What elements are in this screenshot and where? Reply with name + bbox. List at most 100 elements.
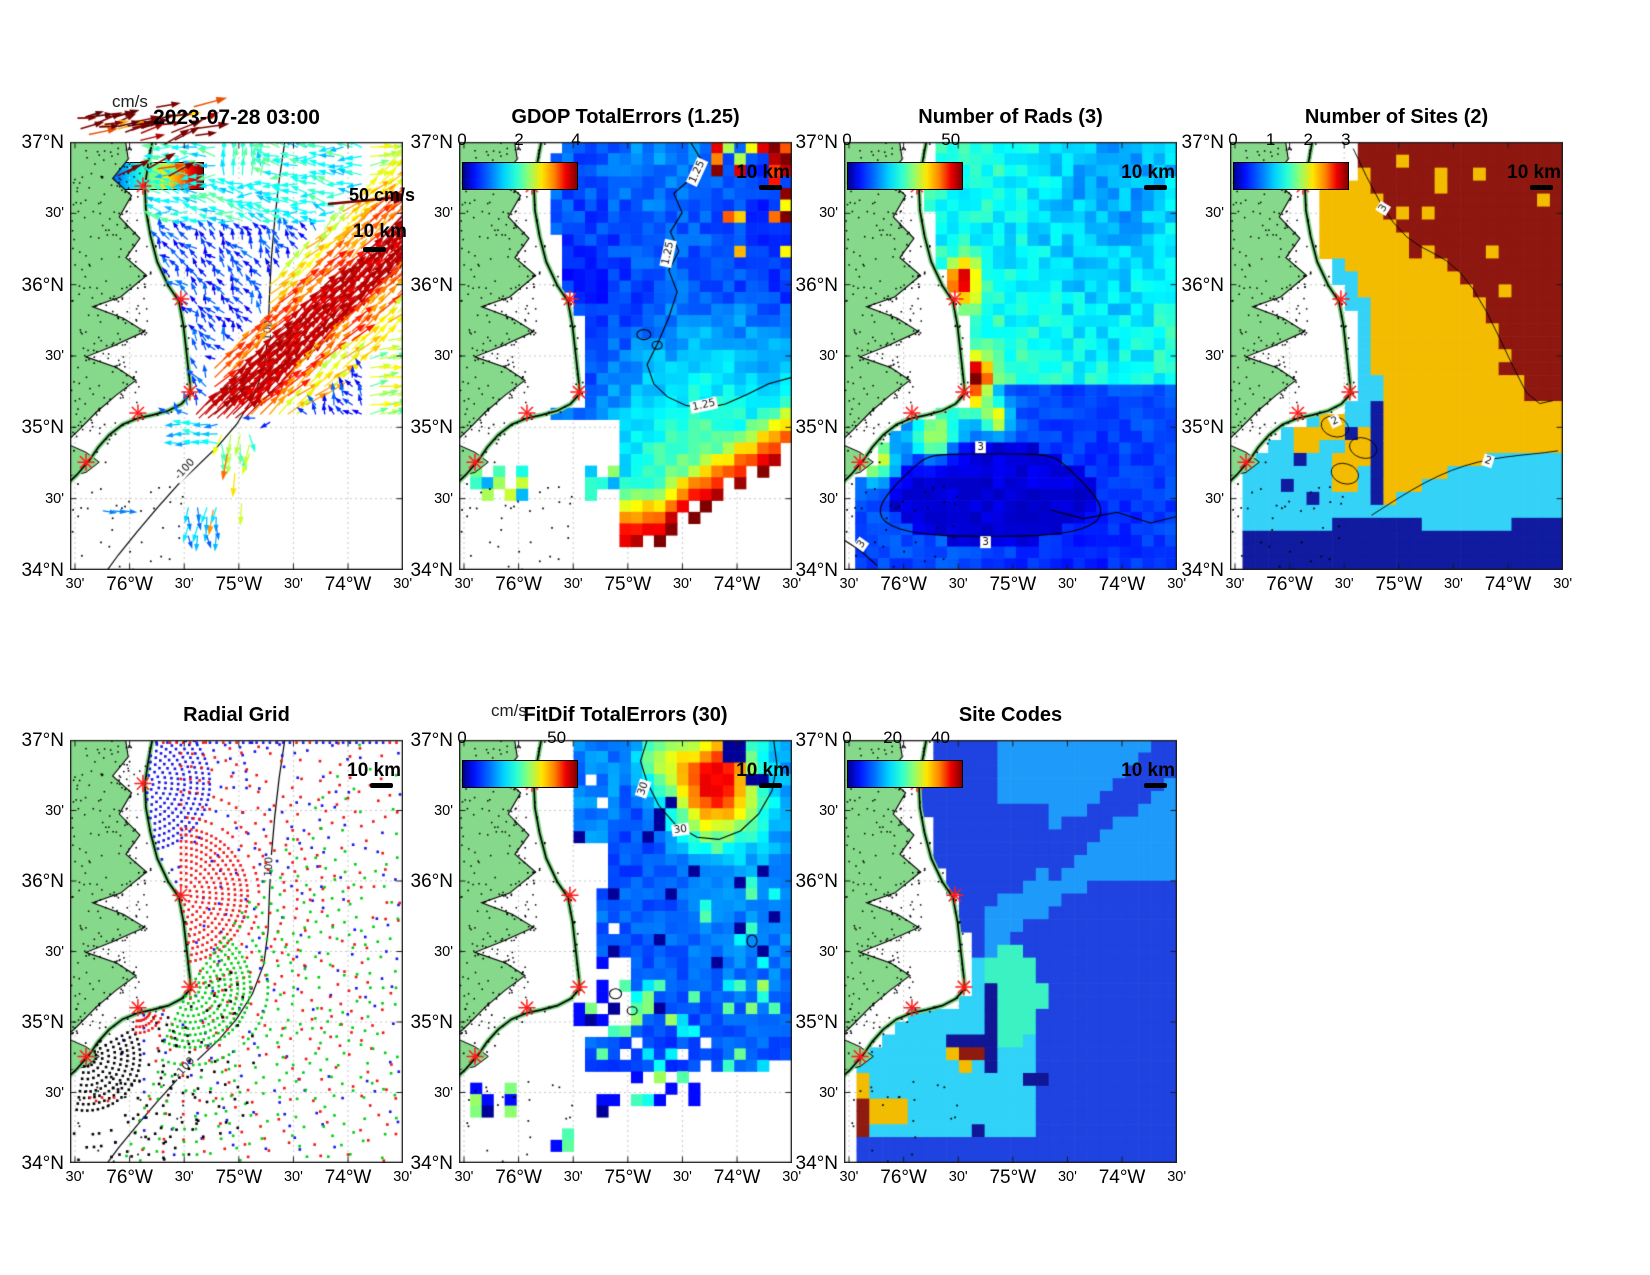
y-axis-label: 30' <box>434 1084 453 1101</box>
y-axis-label: 36°N <box>21 871 64 892</box>
colorbar-tick-num-sites-3: 3 <box>1341 130 1351 149</box>
y-axis-label: 35°N <box>410 417 453 439</box>
colorbar-tick-num-sites-1: 1 <box>1265 130 1276 149</box>
y-axis-label: 30' <box>45 205 64 222</box>
x-axis-label: 76°W <box>880 1167 927 1188</box>
scale-bar-num-rads <box>1144 185 1167 190</box>
y-axis-label: 37°N <box>21 730 64 751</box>
y-axis-label: 30' <box>1205 490 1224 507</box>
panel-title-num-sites: Number of Sites (2) <box>1304 106 1489 128</box>
y-axis-label: 37°N <box>410 730 453 751</box>
y-axis-label: 30' <box>45 943 64 960</box>
y-axis-label: 34°N <box>795 560 838 581</box>
x-axis-label: 75°W <box>604 1167 652 1188</box>
y-axis-label: 36°N <box>1181 274 1224 296</box>
y-axis-label: 37°N <box>410 132 453 153</box>
y-axis-label: 30' <box>45 490 64 507</box>
panel-title-num-rads: Number of Rads (3) <box>918 106 1103 128</box>
y-axis-label: 36°N <box>410 274 453 296</box>
x-axis-label: 30' <box>1167 576 1187 592</box>
x-axis-label: 30' <box>174 1169 194 1185</box>
y-axis-label: 30' <box>434 802 453 819</box>
y-axis-label: 30' <box>819 348 838 364</box>
scale-label-num-sites: 10 km <box>1507 162 1561 183</box>
y-axis-label: 37°N <box>1181 132 1224 153</box>
x-axis-label: 74°W <box>713 574 761 595</box>
map-canvas-surface-currents <box>70 87 403 570</box>
colorbar-fitdif <box>462 760 578 788</box>
x-axis-label: 30' <box>948 576 968 592</box>
map-canvas-site-codes <box>844 685 1177 1163</box>
x-axis-label: 30' <box>393 576 413 592</box>
x-axis-label: 74°W <box>713 1167 761 1188</box>
x-axis-label: 74°W <box>1098 1167 1146 1188</box>
scale-label-site-codes: 10 km <box>1121 760 1175 781</box>
panel-title-site-codes: Site Codes <box>958 704 1063 726</box>
colorbar-num-rads <box>847 162 963 190</box>
x-axis-label: 76°W <box>495 574 542 595</box>
colorbar-tick-num-sites-0: 0 <box>1228 130 1238 149</box>
x-axis-label: 76°W <box>106 574 153 595</box>
scale-label-fitdif: 10 km <box>736 760 790 781</box>
x-axis-label: 74°W <box>324 574 372 595</box>
y-axis-label: 37°N <box>795 730 838 751</box>
x-axis-label: 74°W <box>1484 574 1532 595</box>
y-axis-label: 30' <box>434 205 453 222</box>
x-axis-label: 30' <box>174 576 194 592</box>
y-axis-label: 30' <box>434 943 453 960</box>
colorbar-tick-num-sites-2: 2 <box>1303 130 1313 149</box>
y-axis-label: 30' <box>1205 348 1224 364</box>
colorbar-tick-site-codes-0: 0 <box>842 728 852 747</box>
y-axis-label: 34°N <box>21 1153 64 1174</box>
y-axis-label: 34°N <box>21 560 64 581</box>
panel-title-radial-grid: Radial Grid <box>183 704 290 726</box>
x-axis-label: 75°W <box>215 574 263 595</box>
scale-bar-surface-currents <box>363 247 386 252</box>
scale-label-gdop: 10 km <box>736 162 790 183</box>
x-axis-label: 76°W <box>880 574 927 595</box>
y-axis-label: 36°N <box>795 871 838 892</box>
y-axis-label: 35°N <box>1181 417 1224 439</box>
scale-label-num-rads: 10 km <box>1121 162 1175 183</box>
x-axis-label: 75°W <box>215 1167 263 1188</box>
scale-label-radial-grid: 10 km <box>347 760 401 781</box>
x-axis-label: 30' <box>563 1169 583 1185</box>
x-axis-label: 75°W <box>989 1167 1037 1188</box>
y-axis-label: 35°N <box>410 1012 453 1033</box>
x-axis-label: 30' <box>782 576 802 592</box>
colorbar-tick-site-codes-2: 40 <box>931 728 950 747</box>
x-axis-label: 76°W <box>495 1167 542 1188</box>
colorbar-tick-gdop-1: 2 <box>514 130 524 149</box>
y-axis-label: 30' <box>434 490 453 507</box>
map-canvas-gdop <box>459 87 792 570</box>
colorbar-tick-num-rads-1: 50 <box>941 130 961 149</box>
colorbar-units-label-fitdif: cm/s <box>491 701 527 720</box>
x-axis-label: 30' <box>454 1169 474 1185</box>
x-axis-label: 74°W <box>324 1167 372 1188</box>
y-axis-label: 36°N <box>410 871 453 892</box>
scale-bar-fitdif <box>759 783 782 788</box>
x-axis-label: 76°W <box>1266 574 1313 595</box>
y-axis-label: 30' <box>819 802 838 819</box>
colorbar-units-label-surface-currents: cm/s <box>112 92 148 111</box>
colorbar-site-codes <box>847 760 963 788</box>
y-axis-label: 35°N <box>21 1012 64 1033</box>
x-axis-label: 76°W <box>106 1167 153 1188</box>
x-axis-label: 30' <box>672 1169 692 1185</box>
x-axis-label: 30' <box>1057 576 1077 592</box>
scale-bar-num-sites <box>1530 185 1553 190</box>
x-axis-label: 30' <box>1553 576 1573 592</box>
x-axis-label: 30' <box>948 1169 968 1185</box>
x-axis-label: 30' <box>1334 576 1354 592</box>
colorbar-tick-num-rads-0: 0 <box>842 130 852 149</box>
colorbar-tick-fitdif-1: 50 <box>547 728 567 747</box>
y-axis-label: 30' <box>1205 205 1224 222</box>
y-axis-label: 37°N <box>795 132 838 153</box>
y-axis-label: 34°N <box>410 1153 453 1174</box>
y-axis-label: 30' <box>434 348 453 364</box>
colorbar-tick-gdop-0: 0 <box>457 130 467 149</box>
x-axis-label: 30' <box>454 576 474 592</box>
map-canvas-num-rads <box>844 87 1177 570</box>
panel-title-surface-currents: 2023-07-28 03:00 <box>153 106 320 129</box>
